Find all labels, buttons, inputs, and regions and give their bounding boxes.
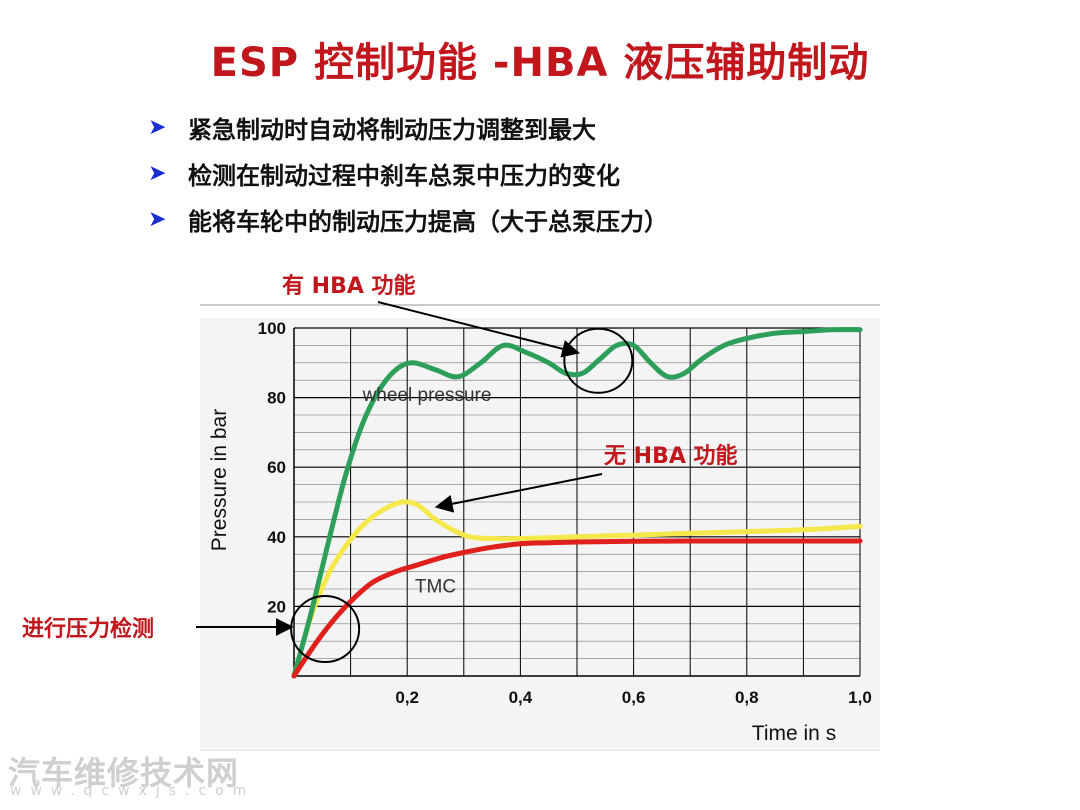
callout-label-hba: 有 HBA 功能 [282,273,416,299]
y-tick-label: 20 [267,597,286,616]
y-tick-label: 80 [267,389,286,408]
bullet-item: ➤ 紧急制动时自动将制动压力调整到最大 [148,104,668,150]
callout-label-no-hba: 无 HBA 功能 [604,443,738,469]
x-axis-title: Time in s [752,722,836,745]
series-line-wheel-pressure [291,327,863,679]
arrow-right-icon: ➤ [148,206,167,232]
x-tick-label: 1,0 [848,688,872,707]
annotation-tmc: TMC [415,577,456,598]
bullet-item: ➤ 检测在制动过程中刹车总泵中压力的变化 [148,150,668,196]
bullet-item: ➤ 能将车轮中的制动压力提高（大于总泵压力） [148,196,668,242]
x-tick-label: 0,6 [622,688,646,707]
y-tick-label: 100 [258,319,286,338]
arrow-right-icon: ➤ [148,160,167,186]
callout-arrow-hba [377,301,581,358]
bullet-text: 紧急制动时自动将制动压力调整到最大 [188,115,596,144]
watermark-url: www.qcwxjs.com [10,783,256,799]
x-tick-label: 0,4 [509,688,533,707]
series-line-no-hba [291,499,863,679]
bullet-list: ➤ 紧急制动时自动将制动压力调整到最大 ➤ 检测在制动过程中刹车总泵中压力的变化… [148,104,668,242]
y-tick-label: 60 [267,458,286,477]
y-tick-label: 40 [267,528,286,547]
bullet-text: 检测在制动过程中刹车总泵中压力的变化 [188,161,620,190]
annotation-wheel-pressure: wheel pressure [362,385,492,406]
x-tick-label: 0,8 [735,688,759,707]
series-line-tmc [291,538,863,679]
x-tick-label: 0,2 [395,688,419,707]
y-axis-title: Pressure in bar [208,409,231,551]
arrow-right-icon: ➤ [148,114,167,140]
callout-label-detect: 进行压力检测 [22,616,154,642]
slide-title: ESP 控制功能 -HBA 液压辅助制动 [210,40,870,86]
callout-arrow-no-hba [434,473,603,513]
bullet-text: 能将车轮中的制动压力提高（大于总泵压力） [188,207,668,236]
watermark-logo: 汽车维修技术网 [8,754,240,792]
highlight-circle-hba [563,327,634,394]
